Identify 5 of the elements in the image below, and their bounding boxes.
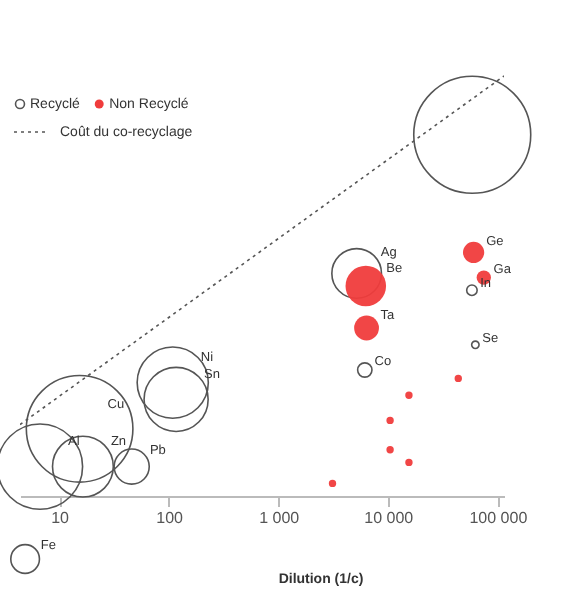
x-tick-label: 1 000 xyxy=(259,509,301,527)
x-tick-label: 10 xyxy=(51,509,71,527)
x-tick-label: 10 000 xyxy=(364,509,415,527)
x-tick-label: 100 000 xyxy=(469,509,529,527)
x-tick-label: 100 xyxy=(156,509,185,527)
